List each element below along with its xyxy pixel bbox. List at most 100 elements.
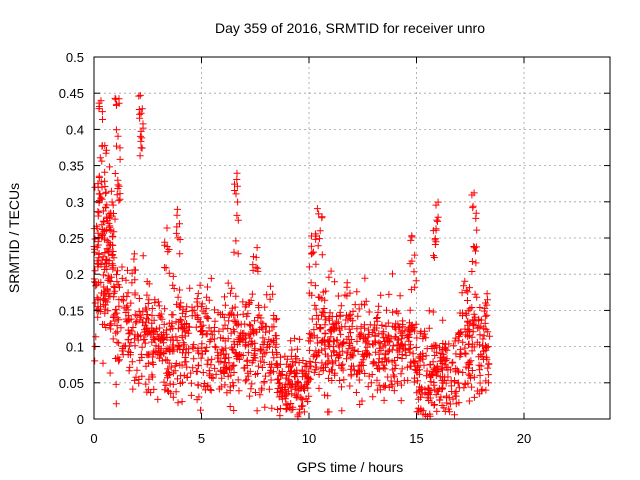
data-point-marker xyxy=(470,373,478,381)
data-point-marker xyxy=(484,371,492,379)
data-point-marker xyxy=(429,358,437,366)
data-point-marker xyxy=(116,144,124,152)
data-point-marker xyxy=(251,317,258,325)
data-point-marker xyxy=(261,303,269,311)
data-point-marker xyxy=(326,343,334,350)
data-point-marker xyxy=(483,290,491,298)
data-point-marker xyxy=(449,358,457,366)
data-point-marker xyxy=(163,224,171,232)
data-point-marker xyxy=(119,351,127,359)
data-point-marker xyxy=(115,357,123,365)
data-point-marker xyxy=(166,371,173,378)
data-point-marker xyxy=(473,226,481,234)
data-point-marker xyxy=(174,399,182,407)
data-point-marker xyxy=(235,320,243,328)
data-point-marker xyxy=(417,351,424,359)
data-point-marker xyxy=(204,381,212,389)
data-point-marker xyxy=(307,279,315,287)
data-point-marker xyxy=(167,363,175,371)
data-point-marker xyxy=(353,337,361,345)
data-point-marker xyxy=(312,320,320,328)
data-point-marker xyxy=(423,367,431,375)
data-point-marker xyxy=(125,330,133,338)
data-point-marker xyxy=(267,282,274,290)
data-point-marker xyxy=(349,352,357,360)
data-point-marker xyxy=(122,276,130,284)
data-point-marker xyxy=(296,335,304,343)
data-point-marker xyxy=(414,395,422,403)
data-point-marker xyxy=(466,284,473,292)
data-point-marker xyxy=(464,288,472,296)
data-point-marker xyxy=(470,243,478,250)
chart-title: Day 359 of 2016, SRMTID for receiver unr… xyxy=(215,20,485,36)
data-point-marker xyxy=(422,372,430,380)
data-point-marker xyxy=(451,392,459,400)
data-point-marker xyxy=(144,359,152,367)
data-point-marker xyxy=(110,228,118,236)
data-point-marker xyxy=(486,332,494,340)
data-point-marker xyxy=(430,368,438,376)
data-point-marker xyxy=(183,373,191,381)
data-point-marker xyxy=(129,385,137,393)
data-point-marker xyxy=(204,283,211,291)
data-point-marker xyxy=(397,397,405,405)
data-point-marker xyxy=(230,248,238,256)
data-point-marker xyxy=(195,393,203,401)
data-point-marker xyxy=(459,309,467,317)
data-point-marker xyxy=(437,393,445,401)
data-point-marker xyxy=(348,336,356,343)
data-point-marker xyxy=(139,308,147,316)
data-point-marker xyxy=(475,324,483,332)
data-point-marker xyxy=(427,387,435,395)
data-point-marker xyxy=(259,353,267,361)
data-point-marker xyxy=(222,365,230,373)
data-point-marker xyxy=(112,126,120,134)
data-point-marker xyxy=(348,322,356,330)
data-point-marker xyxy=(145,327,153,335)
data-point-marker xyxy=(132,319,140,327)
data-point-marker xyxy=(483,311,491,319)
data-point-marker xyxy=(411,358,419,366)
data-point-marker xyxy=(366,321,374,329)
data-point-marker xyxy=(425,324,433,332)
data-point-marker xyxy=(228,284,236,292)
data-point-marker xyxy=(218,345,226,353)
data-point-marker xyxy=(153,330,161,338)
data-point-marker xyxy=(120,297,127,305)
data-point-marker xyxy=(169,311,177,319)
data-point-marker xyxy=(161,305,169,313)
data-point-marker xyxy=(163,243,171,250)
data-point-marker xyxy=(151,335,159,343)
data-point-marker xyxy=(112,380,120,388)
data-point-marker xyxy=(375,350,383,358)
data-point-marker xyxy=(91,299,99,307)
data-point-marker xyxy=(108,251,116,258)
data-point-marker xyxy=(261,403,269,411)
data-point-marker xyxy=(143,311,151,318)
data-point-marker xyxy=(392,361,400,369)
data-point-marker xyxy=(257,346,265,354)
data-point-marker xyxy=(235,334,243,342)
data-point-marker xyxy=(281,386,289,393)
data-point-marker xyxy=(408,257,416,265)
data-point-marker xyxy=(467,374,474,382)
data-point-marker xyxy=(231,187,239,194)
data-point-marker xyxy=(137,144,145,152)
data-point-marker xyxy=(142,380,150,388)
data-point-marker xyxy=(393,307,401,315)
axis-ticks xyxy=(93,56,610,420)
data-point-marker xyxy=(221,301,229,309)
data-point-marker xyxy=(375,302,383,310)
data-point-marker xyxy=(251,347,259,354)
data-point-marker xyxy=(142,304,150,312)
data-point-marker xyxy=(307,330,315,338)
data-point-marker xyxy=(443,399,451,407)
data-point-marker xyxy=(312,232,320,240)
data-point-marker xyxy=(169,281,177,289)
data-point-marker xyxy=(314,293,322,301)
data-point-marker xyxy=(100,321,108,328)
data-point-marker xyxy=(471,313,479,321)
data-point-marker xyxy=(249,266,257,274)
data-point-marker xyxy=(250,354,258,361)
